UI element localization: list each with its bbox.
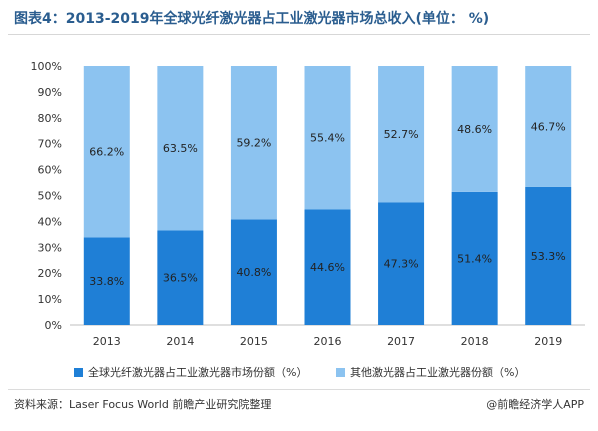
bar-other	[304, 66, 351, 210]
bar-other	[525, 66, 572, 187]
chart-title: 图表4：2013-2019年全球光纤激光器占工业激光器市场总收入(单位： %)	[14, 11, 490, 27]
bar-fiber	[451, 191, 498, 325]
bars	[83, 66, 572, 325]
y-tick-label: 100%	[31, 60, 62, 73]
data-labels: 33.8% 66.2% 36.5% 63.5% 40.8% 59.2% 44.6% 55.4%…	[89, 120, 565, 288]
legend-swatch-other	[336, 368, 345, 377]
legend-label-fiber: 全球光纤激光器占工业激光器市场份额（%）	[88, 366, 308, 379]
y-tick-label: 80%	[38, 112, 62, 125]
x-tick-label: 2019	[534, 335, 562, 348]
bar-fiber	[230, 219, 277, 325]
x-tick-label: 2018	[461, 335, 489, 348]
data-label-fiber: 40.8%	[236, 266, 271, 279]
bar-fiber	[378, 202, 425, 325]
bar-fiber	[304, 209, 351, 325]
stacked-bar-chart: 0% 10% 20% 30% 40% 50% 60% 70% 80% 90% 100% 2013 201…	[31, 60, 585, 348]
y-tick-label: 50%	[38, 190, 62, 203]
legend-swatch-fiber	[74, 368, 83, 377]
y-tick-label: 0%	[45, 319, 62, 332]
source-note: 资料来源：Laser Focus World 前瞻产业研究院整理	[14, 398, 272, 411]
y-tick-label: 90%	[38, 86, 62, 99]
data-label-fiber: 33.8%	[89, 275, 124, 288]
legend-item-fiber: 全球光纤激光器占工业激光器市场份额（%）	[74, 364, 307, 380]
title-divider	[8, 34, 590, 35]
y-tick-label: 30%	[38, 241, 62, 254]
y-tick-label: 40%	[38, 215, 62, 228]
y-tick-label: 60%	[38, 164, 62, 177]
x-tick-label: 2014	[166, 335, 194, 348]
data-label-fiber: 53.3%	[531, 250, 566, 263]
data-label-other: 59.2%	[236, 137, 271, 150]
data-label-other: 55.4%	[310, 132, 345, 145]
footer-divider	[8, 389, 590, 390]
legend: 全球光纤激光器占工业激光器市场份额（%） 其他激光器占工业激光器份额（%）	[0, 364, 598, 380]
x-tick-label: 2015	[240, 335, 268, 348]
bar-other	[83, 66, 130, 238]
x-tick-label: 2017	[387, 335, 415, 348]
bar-other	[378, 66, 425, 203]
data-label-fiber: 51.4%	[457, 252, 492, 265]
data-label-other: 48.6%	[457, 123, 492, 136]
bar-other	[451, 66, 498, 192]
x-tick-label: 2013	[93, 335, 121, 348]
y-tick-label: 10%	[38, 293, 62, 306]
data-label-other: 63.5%	[163, 142, 198, 155]
legend-label-other: 其他激光器占工业激光器份额（%）	[350, 366, 526, 379]
bar-fiber	[83, 237, 130, 325]
data-label-other: 46.7%	[531, 120, 566, 133]
bar-fiber	[525, 186, 572, 325]
bar-other	[230, 66, 277, 220]
data-label-other: 52.7%	[384, 128, 419, 141]
bar-other	[157, 66, 204, 231]
y-tick-label: 70%	[38, 138, 62, 151]
data-label-fiber: 44.6%	[310, 261, 345, 274]
brand-credit: @前瞻经济学人APP	[486, 398, 584, 411]
legend-item-other: 其他激光器占工业激光器份额（%）	[336, 364, 525, 380]
bar-fiber	[157, 230, 204, 325]
x-tick-label: 2016	[314, 335, 342, 348]
data-label-fiber: 36.5%	[163, 272, 198, 285]
axes: 0% 10% 20% 30% 40% 50% 60% 70% 80% 90% 100% 2013 201…	[31, 60, 585, 348]
data-label-fiber: 47.3%	[384, 258, 419, 271]
y-tick-label: 20%	[38, 267, 62, 280]
data-label-other: 66.2%	[89, 146, 124, 159]
